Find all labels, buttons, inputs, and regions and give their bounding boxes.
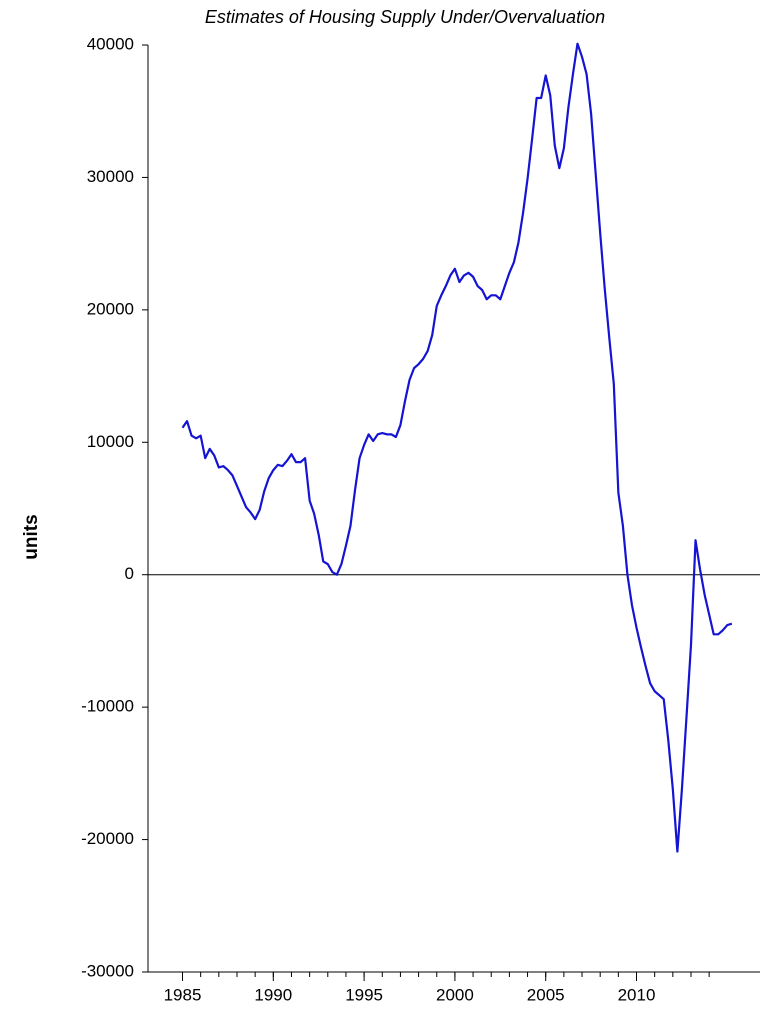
y-tick-label: 30000 [87, 167, 134, 186]
x-tick-label: 2005 [527, 985, 565, 1004]
y-tick-label: 20000 [87, 299, 134, 318]
y-tick-label: 40000 [87, 34, 134, 53]
data-line [181, 42, 733, 853]
y-tick-label: 0 [125, 564, 134, 583]
chart-title: Estimates of Housing Supply Under/Overva… [205, 7, 605, 27]
x-tick-label: 2010 [618, 985, 656, 1004]
x-tick-label: 2000 [436, 985, 474, 1004]
y-tick-label: -30000 [81, 961, 134, 980]
y-tick-label: -20000 [81, 829, 134, 848]
y-tick-label: -10000 [81, 697, 134, 716]
y-axis-label: units [21, 514, 42, 559]
x-tick-label: 1995 [345, 985, 383, 1004]
y-tick-label: 10000 [87, 432, 134, 451]
x-tick-label: 1985 [164, 985, 202, 1004]
x-tick-label: 1990 [254, 985, 292, 1004]
